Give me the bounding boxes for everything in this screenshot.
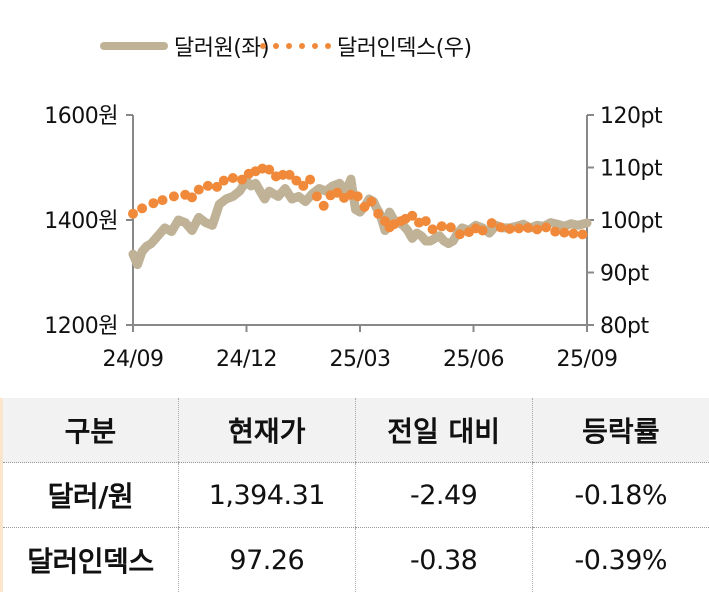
svg-text:120pt: 120pt bbox=[600, 104, 663, 129]
svg-text:80pt: 80pt bbox=[600, 314, 649, 339]
svg-text:1400원: 1400원 bbox=[44, 209, 118, 234]
row-name: 달러/원 bbox=[2, 463, 179, 528]
header-price: 현재가 bbox=[178, 398, 355, 463]
svg-text:90pt: 90pt bbox=[600, 262, 649, 287]
row-price: 97.26 bbox=[178, 528, 355, 592]
row-rate: -0.18% bbox=[532, 463, 709, 528]
quote-table: 구분 현재가 전일 대비 등락률 달러/원 1,394.31 -2.49 -0.… bbox=[0, 398, 709, 592]
header-rate: 등락률 bbox=[532, 398, 709, 463]
header-category: 구분 bbox=[2, 398, 179, 463]
svg-text:1200원: 1200원 bbox=[44, 314, 118, 339]
table-header-row: 구분 현재가 전일 대비 등락률 bbox=[2, 398, 709, 463]
fx-chart: 1600원 1400원 1200원 120pt 110pt 100pt 90pt 80pt 24… bbox=[0, 0, 709, 398]
axis-labels: 1600원 1400원 1200원 120pt 110pt 100pt 90pt 80pt 24… bbox=[44, 104, 663, 372]
table-row: 달러/원 1,394.31 -2.49 -0.18% bbox=[2, 463, 709, 528]
row-change: -2.49 bbox=[355, 463, 532, 528]
row-rate: -0.39% bbox=[532, 528, 709, 592]
table-row: 달러인덱스 97.26 -0.38 -0.39% bbox=[2, 528, 709, 592]
row-change: -0.38 bbox=[355, 528, 532, 592]
svg-text:25/06: 25/06 bbox=[443, 347, 504, 372]
svg-text:25/09: 25/09 bbox=[557, 347, 618, 372]
svg-text:110pt: 110pt bbox=[600, 157, 663, 182]
row-price: 1,394.31 bbox=[178, 463, 355, 528]
row-name: 달러인덱스 bbox=[2, 528, 179, 592]
header-change: 전일 대비 bbox=[355, 398, 532, 463]
svg-text:25/03: 25/03 bbox=[330, 347, 391, 372]
svg-text:24/09: 24/09 bbox=[103, 347, 164, 372]
svg-text:100pt: 100pt bbox=[600, 209, 663, 234]
svg-text:1600원: 1600원 bbox=[44, 104, 118, 129]
svg-text:24/12: 24/12 bbox=[216, 347, 277, 372]
